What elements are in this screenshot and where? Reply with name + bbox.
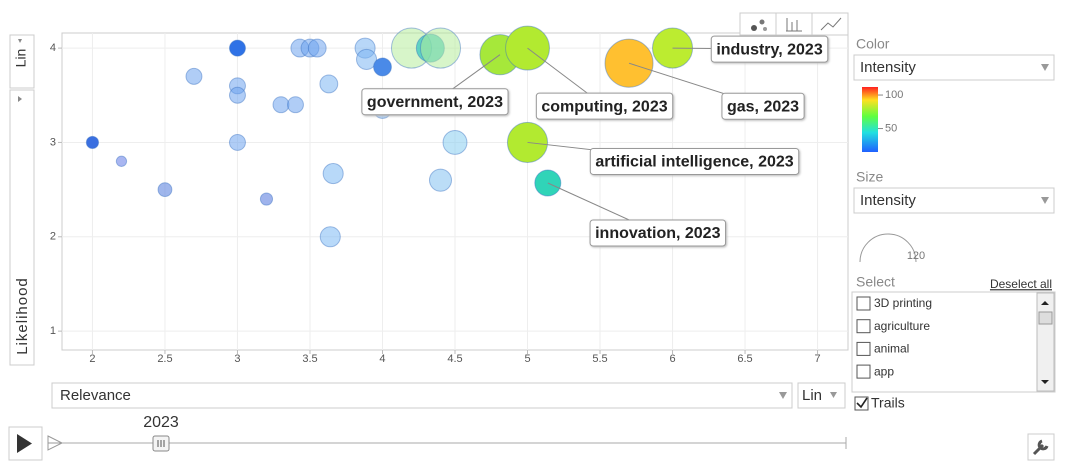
- trails-label: Trails: [871, 395, 905, 411]
- color-legend: [862, 87, 878, 152]
- y-scale-box[interactable]: [9, 34, 35, 89]
- x-scale-box[interactable]: [797, 382, 846, 409]
- color-by: Intensity: [860, 59, 916, 76]
- bubble-label: government, 2023: [367, 94, 503, 111]
- select-list: [851, 291, 1056, 393]
- bubble: [428, 168, 453, 192]
- size-dropdown[interactable]: [853, 187, 1055, 214]
- bubble: [319, 74, 339, 94]
- icon: [786, 18, 802, 32]
- y-tick-label: 3: [50, 136, 56, 148]
- color-dropdown[interactable]: [853, 54, 1055, 81]
- item-label: animal: [874, 342, 909, 356]
- arrow: [779, 392, 787, 399]
- x-tick-label: 5.5: [592, 353, 607, 365]
- label-box: [710, 35, 829, 63]
- bubble-label: computing, 2023: [541, 98, 667, 115]
- bubble: [259, 192, 274, 206]
- x-tick-label: 6: [669, 353, 675, 365]
- icon: [759, 19, 765, 25]
- y-tick-label: 1: [50, 325, 56, 337]
- bubble: [229, 39, 246, 57]
- item-label: 3D printing: [874, 296, 932, 310]
- x-tick-label: 7: [814, 353, 820, 365]
- bubble-label: industry, 2023: [716, 41, 823, 58]
- bubble: [229, 133, 246, 151]
- color-label: Color: [856, 36, 890, 52]
- item-label: agriculture: [874, 319, 930, 333]
- x-tick-label: 2: [89, 353, 95, 365]
- x-tick-label: 4.5: [447, 353, 462, 365]
- arrow: [1041, 64, 1049, 71]
- x-scale: Lin: [802, 387, 822, 404]
- y-axis-label: Likelihood: [14, 277, 31, 355]
- size-legend: [859, 233, 917, 263]
- bubble-label: artificial intelligence, 2023: [595, 154, 793, 171]
- x-tick-label: 2.5: [157, 353, 172, 365]
- bubble: [356, 48, 378, 70]
- icon: [157, 440, 165, 447]
- icon: [17, 434, 32, 453]
- bubble: [272, 96, 290, 114]
- label-box: [589, 147, 800, 175]
- color-tick-label: 50: [885, 122, 897, 134]
- icon: [751, 25, 757, 31]
- item-label: app: [874, 364, 894, 378]
- label-box: [721, 92, 805, 120]
- x-tick-label: 6.5: [737, 353, 752, 365]
- scroll-thumb[interactable]: [1038, 311, 1053, 325]
- time-label: 2023: [143, 414, 179, 431]
- item-checkbox[interactable]: [856, 341, 871, 356]
- bubble: [322, 163, 344, 185]
- deselect-all[interactable]: Deselect all: [990, 277, 1052, 291]
- y-label-box[interactable]: [9, 89, 35, 366]
- check: [856, 397, 868, 409]
- bubble: [307, 38, 327, 58]
- bubble: [229, 86, 246, 104]
- item-checkbox[interactable]: [856, 364, 871, 379]
- bubble: [115, 155, 128, 167]
- bubble-label: innovation, 2023: [595, 225, 720, 242]
- bar-view[interactable]: [775, 12, 813, 36]
- bubble-view[interactable]: [739, 12, 777, 36]
- label-box: [589, 219, 727, 247]
- bubble: [373, 57, 392, 77]
- arrow: [18, 39, 22, 43]
- select-label: Select: [856, 274, 895, 290]
- x-tick-label: 5: [524, 353, 530, 365]
- label-box: [361, 88, 509, 116]
- item-checkbox[interactable]: [856, 296, 871, 311]
- bubble: [442, 129, 468, 155]
- bubble: [185, 67, 203, 85]
- bubble: [287, 96, 304, 114]
- speed[interactable]: [47, 435, 64, 451]
- y-tick-label: 4: [50, 42, 56, 54]
- x-tick-label: 4: [379, 353, 385, 365]
- x-axis-label: Relevance: [60, 387, 131, 404]
- arrow: [1041, 197, 1049, 204]
- y-scale: Lin: [13, 49, 29, 68]
- arrow: [18, 96, 22, 102]
- y-tick-label: 2: [50, 231, 56, 243]
- x-tick-label: 3.5: [302, 353, 317, 365]
- arrow: [830, 392, 837, 398]
- size-by: Intensity: [860, 192, 916, 209]
- bubble-label: gas, 2023: [727, 98, 799, 115]
- size-max: 120: [907, 250, 925, 262]
- x-dropdown[interactable]: [51, 382, 793, 409]
- bubble: [319, 226, 341, 248]
- x-tick-label: 3: [234, 353, 240, 365]
- label-box: [535, 92, 674, 120]
- icon: [1032, 439, 1049, 456]
- size-label: Size: [856, 169, 883, 185]
- bubble: [85, 135, 100, 150]
- color-tick-label: 100: [885, 89, 903, 101]
- bubble: [157, 182, 173, 198]
- bubble: [419, 27, 462, 69]
- icon: [820, 17, 842, 31]
- item-checkbox[interactable]: [856, 319, 871, 334]
- icon: [763, 27, 767, 31]
- scrollbar[interactable]: [1036, 292, 1055, 392]
